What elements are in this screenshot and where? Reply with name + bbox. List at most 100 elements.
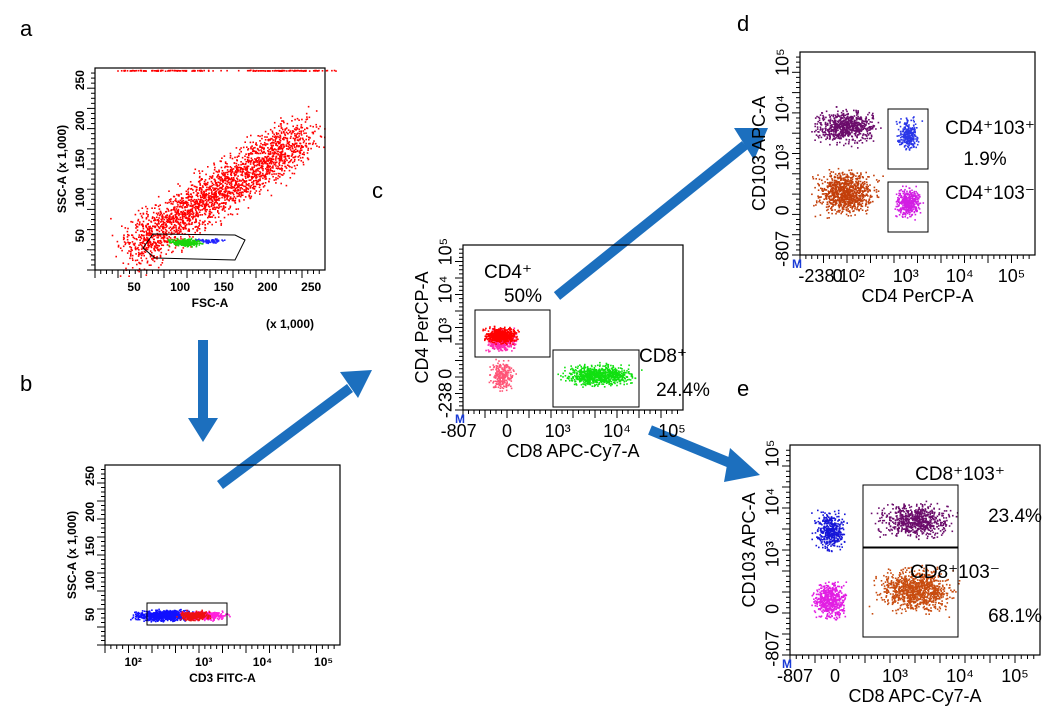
event-dot bbox=[275, 182, 277, 184]
event-dot bbox=[279, 160, 281, 162]
event-dot bbox=[297, 139, 299, 141]
y-tick-label: 50 bbox=[73, 229, 87, 243]
event-dot bbox=[158, 212, 160, 214]
event-dot bbox=[185, 619, 187, 621]
event-dot bbox=[152, 218, 154, 220]
event-dot bbox=[317, 70, 319, 72]
event-dot bbox=[158, 221, 160, 223]
event-dot bbox=[193, 172, 195, 174]
x-tick-label: 150 bbox=[214, 280, 234, 294]
event-dot bbox=[306, 113, 308, 115]
event-dot bbox=[147, 216, 149, 218]
event-dot bbox=[295, 151, 297, 153]
event-dot bbox=[224, 178, 226, 180]
event-dot bbox=[246, 136, 248, 138]
event-dot bbox=[267, 147, 269, 149]
event-dot bbox=[177, 618, 179, 620]
event-dot bbox=[221, 618, 223, 620]
event-dot bbox=[244, 166, 246, 168]
event-dot bbox=[234, 166, 236, 168]
event-dot bbox=[176, 206, 178, 208]
event-dot bbox=[231, 183, 233, 185]
event-dot bbox=[128, 242, 130, 244]
event-dot bbox=[127, 228, 129, 230]
y-tick-label: 150 bbox=[83, 536, 97, 556]
event-dot bbox=[236, 177, 238, 179]
event-dot bbox=[220, 70, 222, 72]
event-dot bbox=[270, 147, 272, 149]
event-dot bbox=[291, 167, 293, 169]
event-dot bbox=[154, 207, 156, 209]
event-dot bbox=[242, 182, 244, 184]
event-dot bbox=[220, 206, 222, 208]
event-dot bbox=[223, 202, 225, 204]
event-dot bbox=[196, 202, 198, 204]
event-dot bbox=[187, 210, 189, 212]
event-dot bbox=[201, 617, 203, 619]
event-dot bbox=[121, 225, 123, 227]
event-dot bbox=[221, 202, 223, 204]
event-dot bbox=[194, 202, 196, 204]
event-dot bbox=[182, 612, 184, 614]
event-dot bbox=[238, 164, 240, 166]
event-dot bbox=[188, 230, 190, 232]
event-dot bbox=[255, 142, 257, 144]
event-dot bbox=[213, 198, 215, 200]
event-dot bbox=[196, 213, 198, 215]
event-dot bbox=[143, 618, 145, 620]
event-dot bbox=[137, 226, 139, 228]
event-dot bbox=[299, 153, 301, 155]
event-dot bbox=[201, 193, 203, 195]
event-dot bbox=[169, 614, 171, 616]
event-dot bbox=[206, 209, 208, 211]
event-dot bbox=[300, 143, 302, 145]
event-dot bbox=[145, 226, 147, 228]
event-dot bbox=[199, 224, 201, 226]
event-dot bbox=[241, 187, 243, 189]
event-dot bbox=[170, 203, 172, 205]
event-dot bbox=[165, 211, 167, 213]
event-dot bbox=[270, 170, 272, 172]
event-dot bbox=[297, 118, 299, 120]
event-dot bbox=[206, 204, 208, 206]
x-tick-label: 10⁵ bbox=[314, 655, 333, 669]
event-dot bbox=[167, 202, 169, 204]
event-dot bbox=[178, 195, 180, 197]
event-dot bbox=[217, 614, 219, 616]
y-tick-label: 150 bbox=[73, 149, 87, 169]
event-dot bbox=[213, 173, 215, 175]
event-dot bbox=[195, 226, 197, 228]
event-dot bbox=[212, 208, 214, 210]
event-dot bbox=[157, 237, 159, 239]
event-dot bbox=[218, 170, 220, 172]
event-dot bbox=[190, 181, 192, 183]
event-dot bbox=[272, 149, 274, 151]
event-dot bbox=[117, 70, 119, 72]
event-dot bbox=[227, 193, 229, 195]
event-dot bbox=[210, 617, 212, 619]
event-dot bbox=[184, 206, 186, 208]
event-dot bbox=[231, 172, 233, 174]
event-dot bbox=[199, 211, 201, 213]
event-dot bbox=[248, 155, 250, 157]
event-dot bbox=[246, 184, 248, 186]
event-dot bbox=[289, 144, 291, 146]
event-dot bbox=[151, 619, 153, 621]
event-dot bbox=[173, 201, 175, 203]
event-dot bbox=[211, 615, 213, 617]
event-dot bbox=[186, 204, 188, 206]
event-dot bbox=[123, 262, 125, 264]
event-dot bbox=[199, 173, 201, 175]
event-dot bbox=[180, 611, 182, 613]
event-dot bbox=[273, 134, 275, 136]
event-dot bbox=[178, 228, 180, 230]
event-dot bbox=[120, 247, 122, 249]
event-dot bbox=[259, 140, 261, 142]
event-dot bbox=[145, 206, 147, 208]
event-dot bbox=[150, 250, 152, 252]
event-dot bbox=[171, 224, 173, 226]
event-dot bbox=[191, 213, 193, 215]
event-dot bbox=[177, 611, 179, 613]
event-dot bbox=[284, 134, 286, 136]
event-dot bbox=[177, 183, 179, 185]
